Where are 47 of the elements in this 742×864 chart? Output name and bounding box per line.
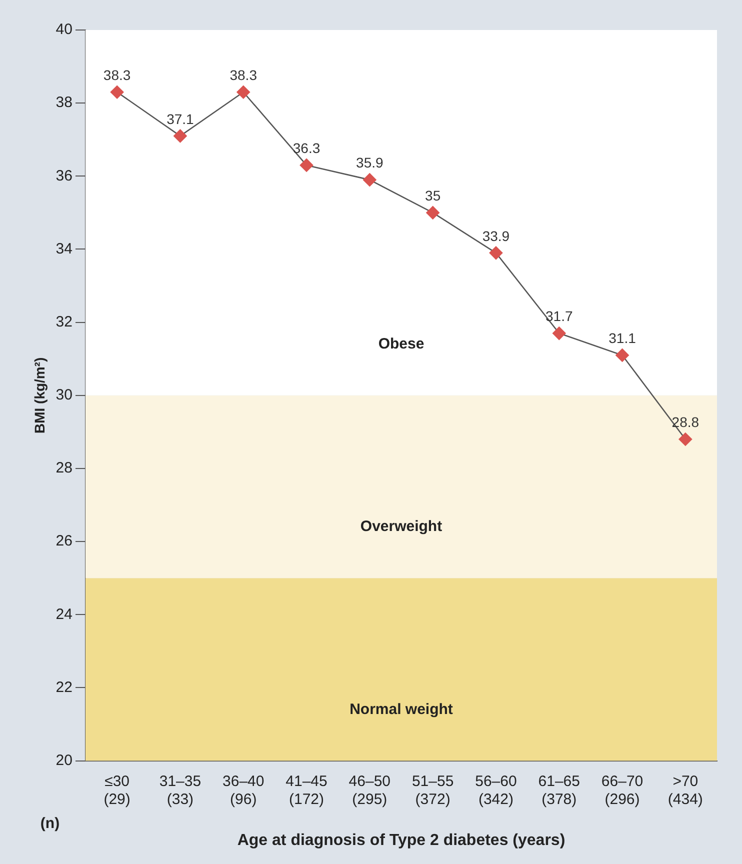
data-label: 35 (425, 188, 441, 204)
y-tick-label: 36 (56, 167, 72, 184)
band-label: Overweight (360, 518, 442, 536)
y-tick-label: 34 (56, 240, 72, 258)
point (489, 246, 503, 260)
text: (n) (40, 815, 60, 832)
point (174, 129, 187, 143)
y-tick-label: 40 (56, 21, 72, 38)
data-label: 37.1 (166, 110, 194, 127)
y-tick-label: 26 (56, 532, 72, 550)
x-tick-label: 51–55 (372) (412, 772, 454, 808)
y-tick-label: 30 (56, 386, 72, 404)
point (678, 432, 692, 446)
data-label: 31.1 (608, 330, 636, 346)
x-tick-label: 56–60 (342) (475, 772, 517, 808)
y-tick-label: 32 (56, 313, 72, 330)
x-tick-label: 66–70 (296) (601, 772, 644, 808)
x-tick-label: 41–45 (172) (286, 772, 328, 808)
band-label: Normal weight (350, 700, 453, 718)
point (236, 85, 250, 99)
data-label: 31.7 (545, 308, 573, 324)
point (616, 348, 629, 362)
data-label: 36.3 (292, 140, 320, 156)
y-tick-label: 22 (56, 678, 72, 696)
y-tick-label: 24 (56, 606, 72, 623)
y-axis-title: BMI (kg/m²) (31, 357, 48, 434)
data-label: 38.3 (103, 66, 131, 83)
y-tick-label: 20 (56, 752, 72, 769)
data-label: 33.9 (482, 228, 510, 244)
data-label: 35.9 (356, 154, 384, 171)
x-tick-label: 46–50 (295) (348, 772, 391, 808)
point (300, 158, 314, 172)
band-label: Obese (378, 335, 424, 352)
point (426, 206, 440, 220)
x-tick-label: >70 (434) (668, 772, 703, 808)
x-tick-label: 36–40 (96) (222, 772, 264, 808)
point (363, 173, 376, 186)
x-tick-label: 31–35 (33) (159, 772, 202, 808)
x-tick-label: 61–65 (378) (538, 772, 580, 808)
data-label: 28.8 (672, 414, 700, 430)
point (552, 326, 566, 340)
x-tick-label: ≤30 (29) (104, 772, 130, 808)
data-label: 38.3 (230, 66, 258, 83)
point (110, 85, 124, 99)
y-tick-label: 28 (56, 460, 72, 477)
x-axis-title: Age at diagnosis of Type 2 diabetes (years) (237, 832, 566, 849)
y-tick-label: 38 (56, 94, 72, 112)
